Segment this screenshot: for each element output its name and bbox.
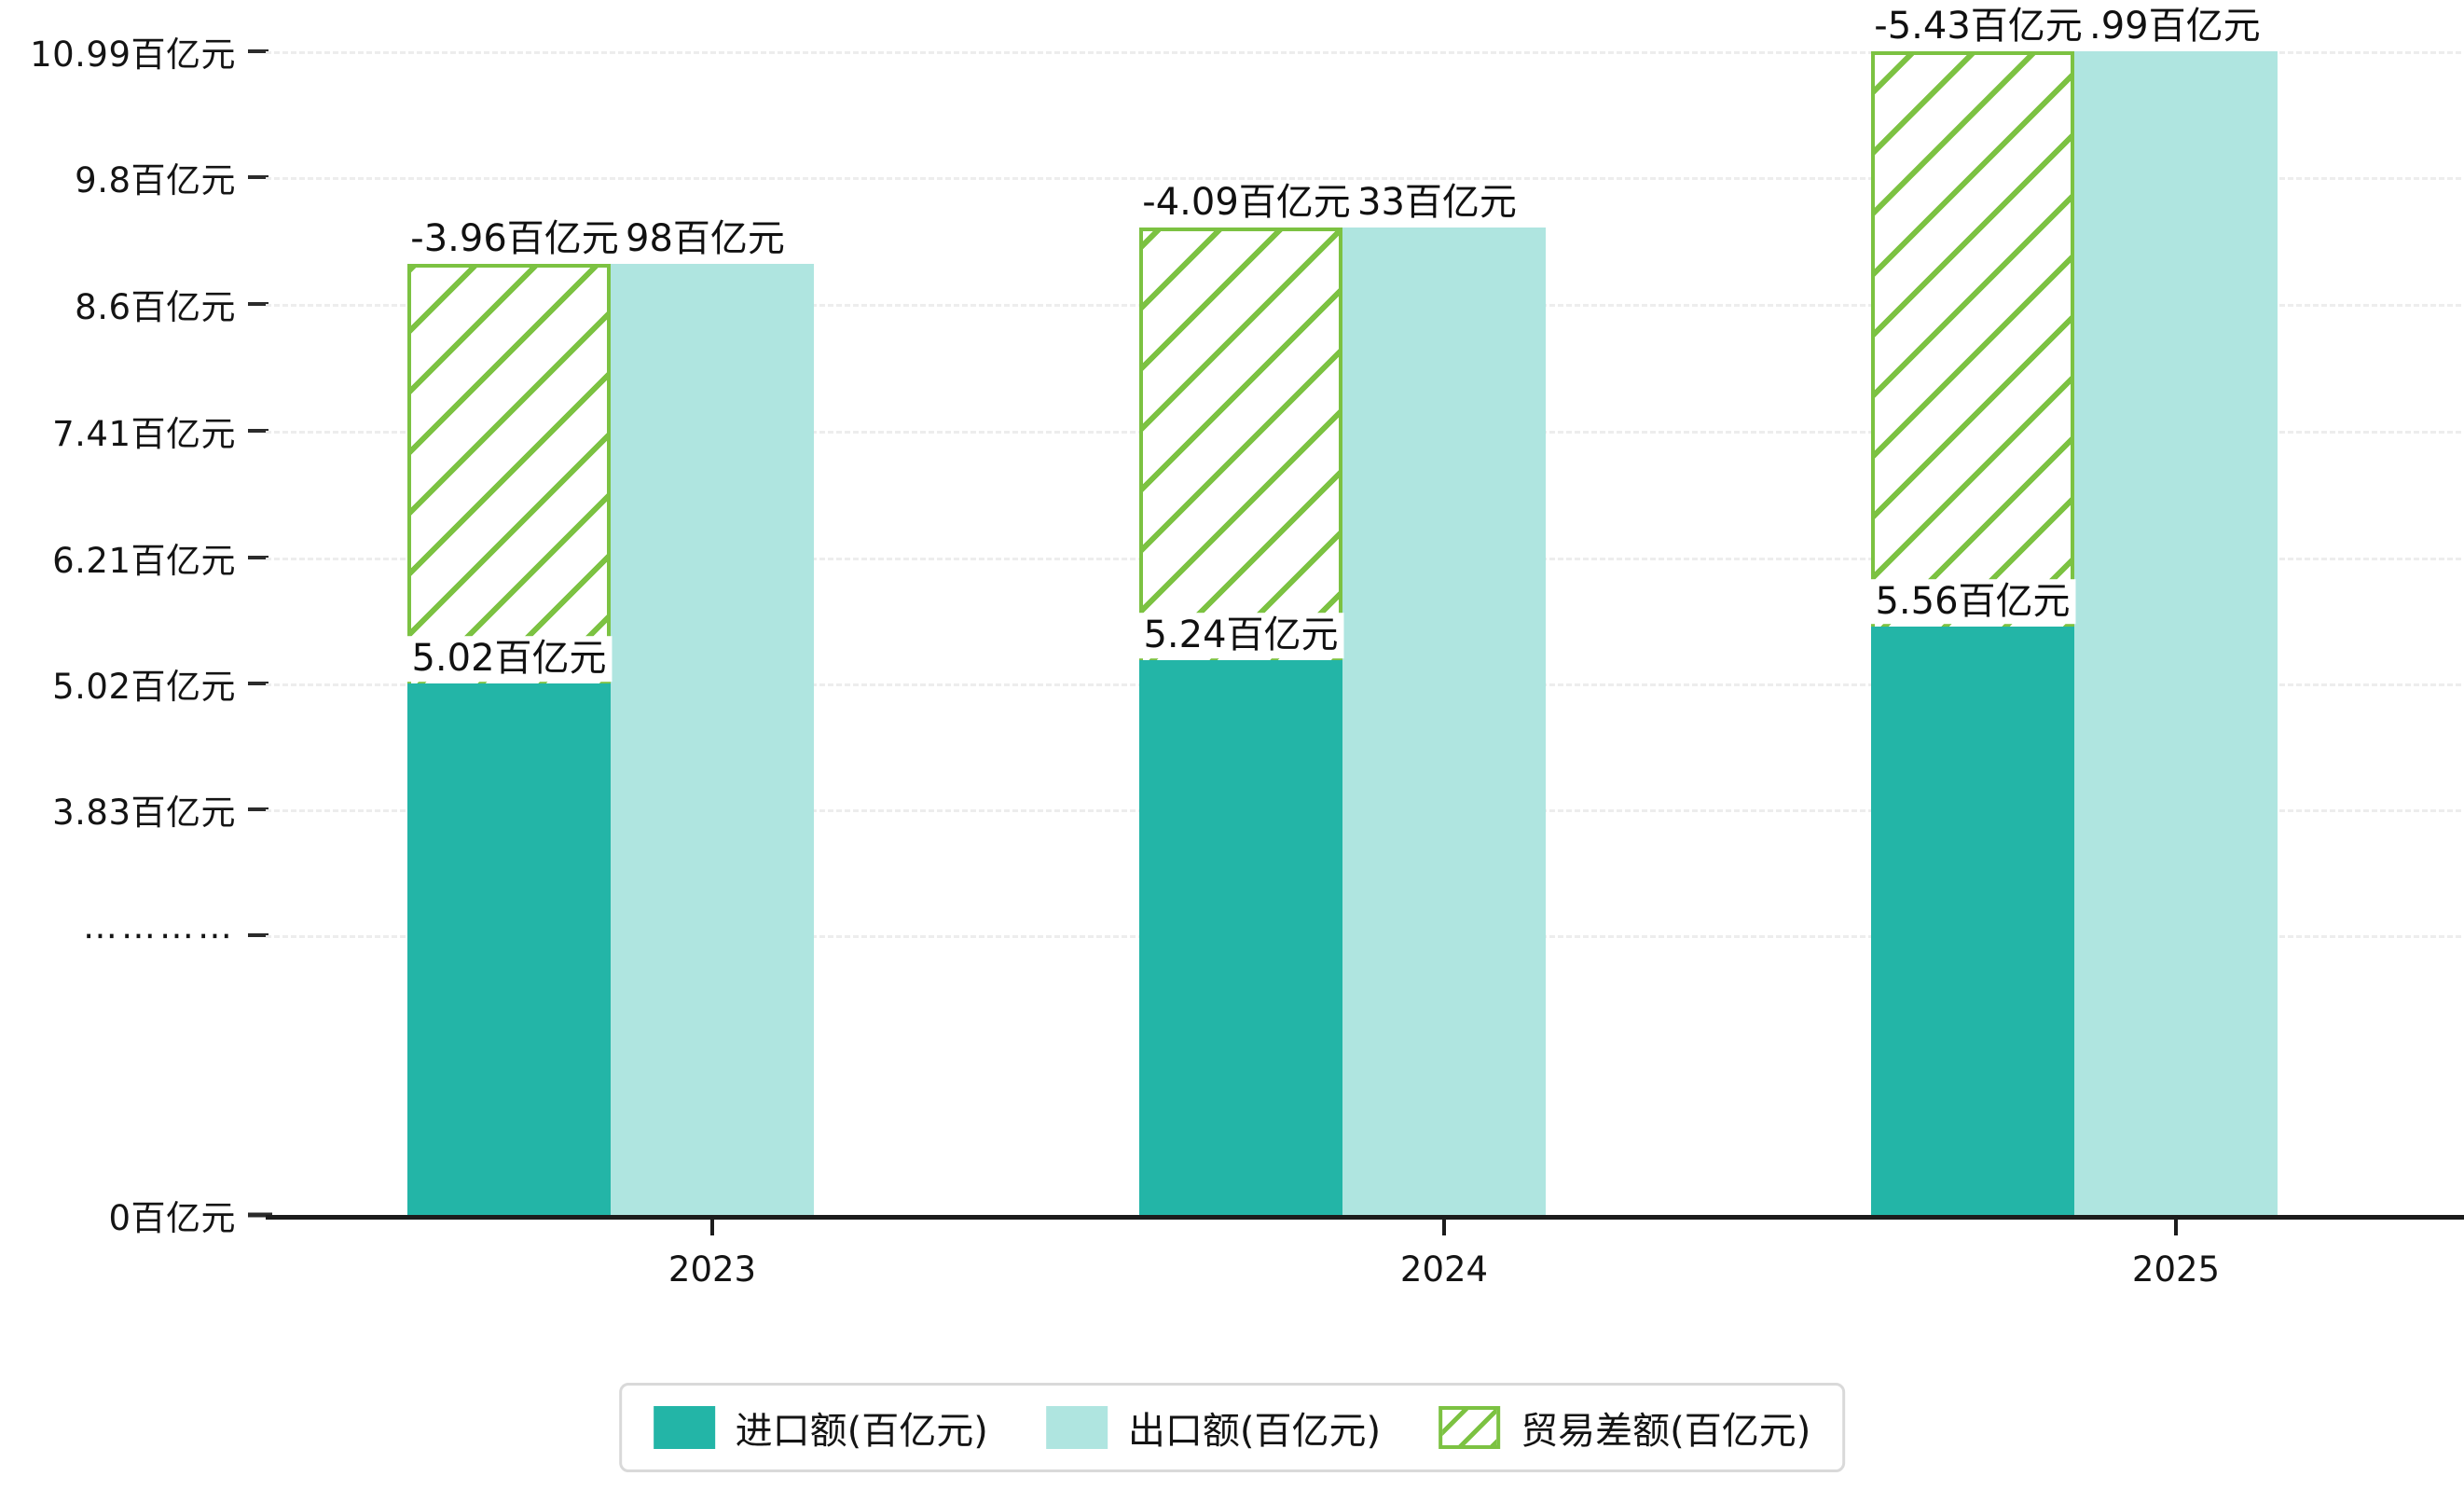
chart-legend: 进口额(百亿元) 出口额(百亿元) 贸易差额(百亿元): [618, 1383, 1846, 1472]
y-axis-tick-label: 3.83百亿元: [52, 793, 236, 834]
value-label-export-2025: .99百亿元: [2084, 4, 2266, 49]
x-axis-line: [266, 1215, 2464, 1220]
value-label-balance-2025: -5.43百亿元: [1868, 4, 2088, 49]
y-axis-tick-mark: [248, 933, 268, 938]
x-axis-tick-label-2024: 2024: [1399, 1249, 1489, 1290]
bar-export-2025[interactable]: [2074, 51, 2278, 1215]
x-axis-tick-label-2023: 2023: [668, 1249, 757, 1290]
y-axis-tick-label: 6.21百亿元: [52, 540, 236, 581]
y-axis-tick-label: 5.02百亿元: [52, 666, 236, 707]
gridline: [266, 177, 2461, 181]
y-axis-tick-mark: [248, 807, 268, 812]
legend-label: 出口额(百亿元): [1127, 1410, 1382, 1453]
legend-swatch-balance-icon: [1438, 1406, 1501, 1449]
value-label-import-2025: 5.56百亿元: [1869, 578, 2076, 625]
x-axis-tick-mark: [2174, 1215, 2179, 1235]
value-label-import-2024: 5.24百亿元: [1137, 613, 1344, 658]
value-label-export-2024: 33百亿元: [1352, 179, 1522, 226]
plot-area: 5.02百亿元 -3.96百亿元 98百亿元 5.24百亿元 -4.09百亿元 33百亿元…: [266, 4, 2461, 1215]
value-label-balance-2023: -3.96百亿元: [405, 216, 625, 263]
y-axis-tick-label: 0百亿元: [108, 1198, 236, 1238]
y-axis-tick-mark: [248, 555, 268, 559]
bar-import-2024[interactable]: [1139, 659, 1343, 1215]
x-axis-tick-mark: [1442, 1215, 1447, 1235]
bar-balance-2025[interactable]: [1871, 51, 2075, 627]
legend-item-balance[interactable]: 贸易差额(百亿元): [1438, 1400, 1810, 1455]
legend-label: 贸易差额(百亿元): [1521, 1410, 1811, 1453]
value-label-import-2023: 5.02百亿元: [406, 636, 613, 682]
legend-swatch-export-icon: [1045, 1406, 1108, 1449]
value-label-balance-2024: -4.09百亿元: [1136, 179, 1356, 226]
y-axis-tick-label: ⋯⋯⋯⋯: [83, 915, 236, 956]
bar-balance-2024[interactable]: [1139, 227, 1343, 660]
legend-item-import[interactable]: 进口额(百亿元): [653, 1400, 988, 1455]
y-axis-tick-mark: [248, 1212, 272, 1218]
legend-item-export[interactable]: 出口额(百亿元): [1045, 1400, 1382, 1455]
y-axis-tick-label: 8.6百亿元: [75, 287, 236, 328]
x-axis-tick-mark: [710, 1215, 715, 1235]
x-axis-tick-label-2025: 2025: [2131, 1249, 2221, 1290]
bar-import-2023[interactable]: [407, 683, 612, 1215]
legend-label: 进口额(百亿元): [735, 1410, 988, 1453]
y-axis-tick-mark: [248, 49, 268, 53]
gridline: [266, 51, 2461, 54]
value-label-export-2023: 98百亿元: [620, 216, 791, 263]
y-axis-tick-mark: [248, 681, 268, 685]
bar-import-2025[interactable]: [1871, 626, 2075, 1215]
bar-export-2024[interactable]: [1342, 227, 1547, 1215]
y-axis-tick-label: 9.8百亿元: [75, 160, 236, 201]
y-axis-tick-mark: [248, 302, 268, 307]
y-axis-tick-mark: [248, 428, 268, 433]
y-axis-tick-mark: [248, 175, 268, 180]
y-axis-tick-label: 10.99百亿元: [30, 34, 236, 75]
bar-export-2023[interactable]: [611, 264, 815, 1215]
bar-balance-2023[interactable]: [407, 264, 612, 683]
y-axis-tick-label: 7.41百亿元: [52, 413, 236, 454]
legend-swatch-import-icon: [653, 1406, 715, 1449]
